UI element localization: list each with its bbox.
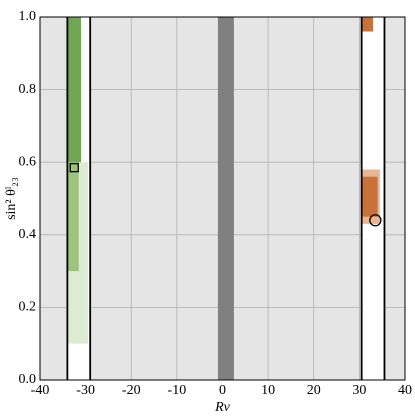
y-tick-label: 0.8: [19, 82, 37, 97]
y-tick-label: 0.0: [19, 372, 37, 387]
region: [67, 162, 79, 272]
x-tick-label: 0: [219, 383, 226, 398]
x-tick-label: 10: [261, 383, 275, 398]
y-tick-label: 0.4: [19, 227, 37, 242]
y-tick-label: 0.6: [19, 154, 37, 169]
x-axis-label: Rν: [214, 400, 231, 415]
x-tick-label: 40: [398, 383, 412, 398]
x-tick-label: -10: [168, 383, 187, 398]
x-tick-label: 20: [307, 383, 321, 398]
plot-frame: [39, 16, 406, 381]
region: [217, 17, 234, 380]
region: [361, 176, 378, 217]
region: [67, 17, 82, 163]
marker: [69, 162, 79, 173]
x-tick-label: 30: [352, 383, 366, 398]
region: [361, 17, 374, 32]
y-tick-label: 1.0: [19, 9, 37, 24]
x-tick-label: -30: [76, 383, 95, 398]
x-tick-label: -20: [122, 383, 141, 398]
y-axis-label: sin² θˡ₂₃: [4, 177, 19, 220]
x-tick-label: -40: [31, 383, 50, 398]
y-tick-label: 0.2: [19, 300, 37, 315]
marker: [369, 214, 382, 227]
